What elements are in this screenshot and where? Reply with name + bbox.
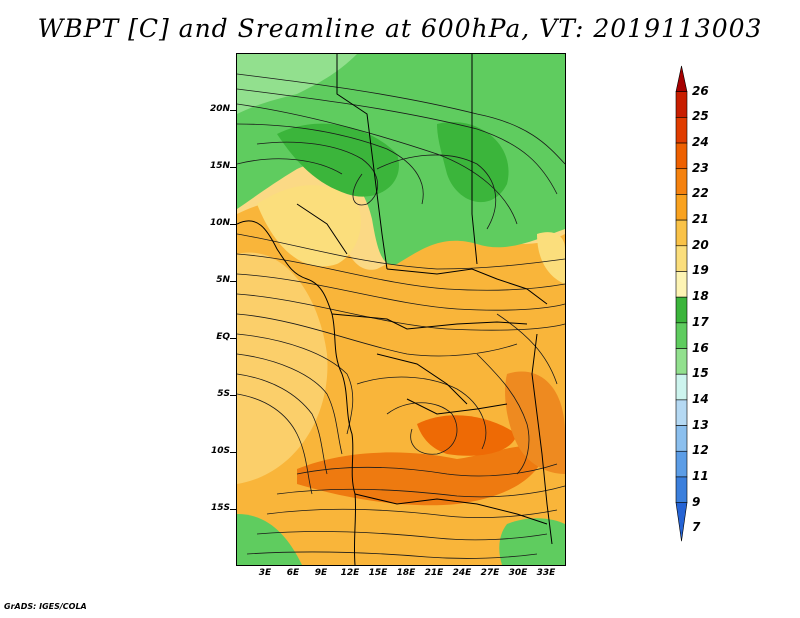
streamlines xyxy=(237,73,565,559)
lat-label: 15N xyxy=(209,161,230,171)
colorbar-label: 13 xyxy=(692,417,709,432)
lat-tick xyxy=(230,281,236,282)
lon-label: 18E xyxy=(396,568,416,578)
colorbar-cap-bottom xyxy=(675,502,688,542)
colorbar-label: 9 xyxy=(692,494,701,509)
colorbar-label: 18 xyxy=(692,289,709,304)
lon-label: 9E xyxy=(314,568,328,578)
colorbar-swatch xyxy=(675,91,688,118)
lon-label: 3E xyxy=(258,568,272,578)
lat-tick xyxy=(230,452,236,453)
wbpt-field xyxy=(237,54,565,565)
lat-tick xyxy=(230,509,236,510)
colorbar-swatch xyxy=(675,476,688,503)
lon-label: 33E xyxy=(536,568,556,578)
colorbar-swatch xyxy=(675,194,688,221)
chart-title: WBPT [C] and Sreamline at 600hPa, VT: 20… xyxy=(37,14,763,43)
lat-tick xyxy=(230,167,236,168)
lat-label: 10S xyxy=(210,446,230,456)
colorbar-label: 24 xyxy=(692,135,709,150)
colorbar-swatch xyxy=(675,168,688,195)
lon-label: 6E xyxy=(286,568,300,578)
colorbar-swatch xyxy=(675,296,688,324)
colorbar-swatch xyxy=(675,142,688,170)
colorbar-label: 26 xyxy=(692,83,709,98)
colorbar-swatch xyxy=(675,271,688,298)
lon-label: 15E xyxy=(368,568,388,578)
lon-label: 30E xyxy=(508,568,528,578)
colorbar-label: 17 xyxy=(692,314,709,329)
colorbar-swatch xyxy=(675,373,688,401)
colorbar-swatch xyxy=(675,322,688,349)
colorbar-swatch xyxy=(675,425,688,452)
lon-label: 21E xyxy=(424,568,444,578)
colorbar-label: 12 xyxy=(692,443,709,458)
colorbar-label: 19 xyxy=(692,263,709,278)
lat-tick xyxy=(230,224,236,225)
lat-label: 10N xyxy=(209,218,230,228)
lat-label: 15S xyxy=(210,503,230,513)
colorbar-label: 15 xyxy=(692,366,709,381)
lat-tick xyxy=(230,395,236,396)
colorbar-label: 23 xyxy=(692,160,709,175)
colorbar-label: 7 xyxy=(692,520,701,535)
map-panel xyxy=(236,53,566,566)
colorbar-label: 14 xyxy=(692,391,709,406)
lat-tick xyxy=(230,338,236,339)
colorbar-swatch xyxy=(675,245,688,272)
lon-label: 24E xyxy=(452,568,472,578)
colorbar-label: 22 xyxy=(692,186,709,201)
lat-label: 20N xyxy=(209,104,230,114)
colorbar-label: 20 xyxy=(692,237,709,252)
colorbar-swatch xyxy=(675,348,688,375)
borders xyxy=(237,54,553,565)
lon-label: 27E xyxy=(480,568,500,578)
lat-label: 5N xyxy=(216,275,230,285)
colorbar-label: 21 xyxy=(692,212,709,227)
colorbar-label: 16 xyxy=(692,340,709,355)
colorbar-cap-top xyxy=(675,65,688,92)
lat-tick xyxy=(230,110,236,111)
lat-label: EQ xyxy=(216,332,230,342)
colorbar-swatch xyxy=(675,117,688,144)
colorbar-swatch xyxy=(675,450,688,478)
lat-label: 5S xyxy=(217,389,230,399)
colorbar-swatch xyxy=(675,219,688,247)
lon-label: 12E xyxy=(340,568,360,578)
credit-text: GrADS: IGES/COLA xyxy=(4,602,87,611)
colorbar-label: 11 xyxy=(692,468,709,483)
colorbar-label: 25 xyxy=(692,109,709,124)
colorbar-swatch xyxy=(675,399,688,426)
